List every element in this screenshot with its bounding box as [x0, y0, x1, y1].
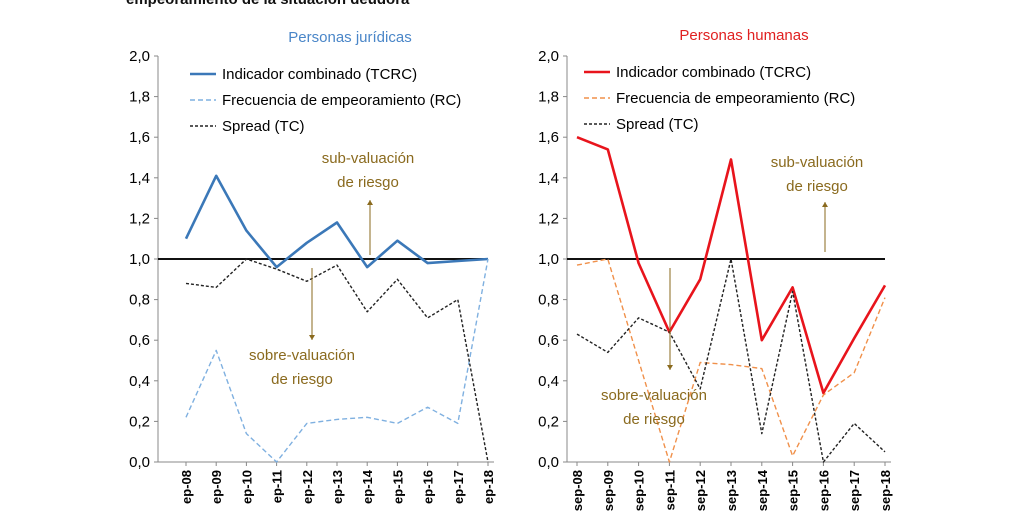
x-tick-label: ep-14 [360, 469, 375, 504]
annotation-text: de riesgo [271, 371, 333, 388]
x-tick-label: sep-09 [601, 470, 616, 511]
chart-title: Personas humanas [679, 27, 808, 44]
arrow-down-head [309, 335, 315, 340]
y-tick-label: 0,6 [538, 332, 559, 349]
x-tick-label: ep-10 [239, 470, 254, 504]
legend-label: Indicador combinado (TCRC) [616, 64, 811, 81]
y-tick-label: 2,0 [538, 48, 559, 65]
line-chart-juridicas: 0,0 0,2 0,4 0,6 0,8 1,0 1,2 1,4 1,6 1,8 2,0 ep-08 ep… [129, 29, 496, 504]
series-line [185, 258, 489, 463]
x-tick-label: ep-12 [300, 470, 315, 504]
annotation-text: de riesgo [623, 411, 685, 428]
x-tick-label: ep-13 [330, 470, 345, 504]
x-tick-label: ep-17 [451, 470, 466, 504]
y-tick-label: 0,6 [129, 332, 150, 349]
annotation-text: de riesgo [337, 174, 399, 191]
annotation-text: sobre-valuación [249, 347, 355, 364]
annotation-text: sub-valuación [771, 154, 864, 171]
y-tick-label: 1,0 [538, 251, 559, 268]
x-tick-label: sep-17 [847, 470, 862, 511]
y-tick-label: 0,8 [129, 292, 150, 309]
series-line [184, 174, 489, 269]
y-tick-label: 1,6 [538, 129, 559, 146]
y-tick-label: 0,0 [538, 454, 559, 471]
series-line [185, 258, 489, 463]
y-tick-label: 0,4 [538, 373, 559, 390]
y-tick-label: 1,8 [129, 89, 150, 106]
figure-title: empeoramiento de la situación deudora [126, 0, 409, 8]
y-tick-label: 1,2 [538, 210, 559, 227]
y-tick-label: 1,8 [538, 89, 559, 106]
chart-panel-personas-juridicas: 0,0 0,2 0,4 0,6 0,8 1,0 1,2 1,4 1,6 1,8 2,0 ep-08 ep… [129, 29, 496, 504]
arrow-up-head [367, 200, 373, 205]
x-tick-label: sep-15 [786, 470, 801, 511]
series-line [576, 258, 886, 463]
x-tick-label: sep-11 [662, 470, 677, 510]
legend-label: Spread (TC) [222, 118, 305, 135]
x-tick-label: ep-16 [421, 470, 436, 504]
series-line [576, 135, 887, 395]
x-tick-label: ep-18 [481, 470, 496, 504]
annotation-text: sub-valuación [322, 150, 415, 167]
arrow-down-head [667, 365, 673, 370]
y-tick-label: 0,2 [538, 413, 559, 430]
x-tick-label: sep-10 [632, 470, 647, 511]
y-tick-label: 1,4 [538, 170, 559, 187]
x-tick-label: ep-11 [270, 470, 285, 503]
y-tick-label: 2,0 [129, 48, 150, 65]
x-tick-label: ep-15 [390, 470, 405, 504]
line-chart-humanas: 0,0 0,2 0,4 0,6 0,8 1,0 1,2 1,4 1,6 1,8 2,0 sep-08 s… [538, 27, 893, 511]
y-tick-label: 1,2 [129, 210, 150, 227]
y-tick-label: 1,4 [129, 170, 150, 187]
x-tick-label: sep-18 [878, 470, 893, 511]
y-tick-label: 0,8 [538, 292, 559, 309]
y-tick-label: 0,0 [129, 454, 150, 471]
x-tick-label: sep-08 [570, 470, 585, 511]
legend-label: Frecuencia de empeoramiento (RC) [222, 92, 461, 109]
y-tick-label: 0,2 [129, 413, 150, 430]
legend-label: Frecuencia de empeoramiento (RC) [616, 90, 855, 107]
arrow-up-head [822, 202, 828, 207]
x-tick-label: ep-09 [209, 470, 224, 504]
y-tick-label: 1,0 [129, 251, 150, 268]
x-tick-label: sep-16 [816, 470, 831, 511]
x-tick-label: ep-08 [179, 470, 194, 504]
x-tick-label: sep-12 [693, 470, 708, 511]
annotation-text: sobre-valuación [601, 387, 707, 404]
x-tick-label: sep-14 [755, 469, 770, 511]
annotation-text: de riesgo [786, 178, 848, 195]
chart-title: Personas jurídicas [288, 29, 411, 46]
series-line [576, 258, 886, 463]
legend-label: Spread (TC) [616, 116, 699, 133]
x-tick-label: sep-13 [724, 470, 739, 511]
legend-label: Indicador combinado (TCRC) [222, 66, 417, 83]
y-tick-label: 0,4 [129, 373, 150, 390]
chart-panel-personas-humanas: 0,0 0,2 0,4 0,6 0,8 1,0 1,2 1,4 1,6 1,8 2,0 sep-08 s… [512, 0, 1024, 516]
y-tick-label: 1,6 [129, 129, 150, 146]
